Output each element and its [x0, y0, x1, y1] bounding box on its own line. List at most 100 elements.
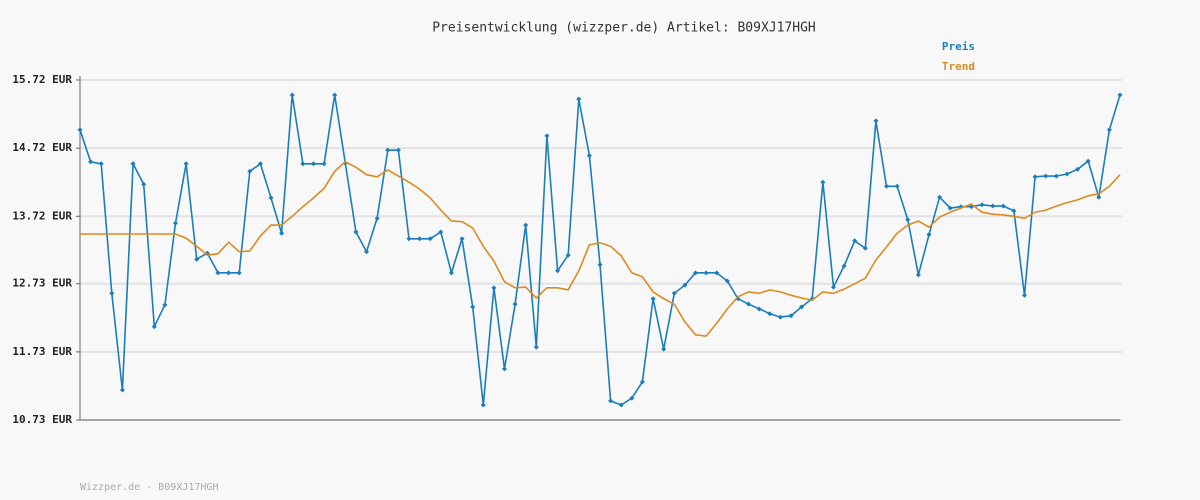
data-point — [905, 217, 911, 223]
data-point — [1000, 203, 1006, 209]
data-point — [332, 92, 338, 98]
y-tick-label: 10.73 EUR — [12, 413, 72, 426]
data-point — [247, 168, 253, 174]
data-point — [1117, 92, 1123, 98]
data-point — [1064, 171, 1070, 177]
data-point — [268, 195, 274, 201]
data-point — [119, 387, 125, 393]
data-point — [555, 268, 561, 274]
data-point — [862, 245, 868, 251]
data-point — [374, 215, 380, 221]
data-point — [714, 270, 720, 276]
data-point — [173, 220, 179, 226]
data-point — [873, 118, 879, 124]
data-point — [226, 270, 232, 276]
data-point — [194, 256, 200, 262]
legend-entry: Trend — [942, 60, 975, 73]
data-point — [215, 270, 221, 276]
data-point — [1096, 194, 1102, 200]
data-point — [353, 229, 359, 235]
data-point — [937, 194, 943, 200]
data-point — [650, 296, 656, 302]
data-point — [417, 236, 423, 242]
data-point — [777, 314, 783, 320]
series-line — [80, 160, 1121, 338]
data-point — [1085, 158, 1091, 164]
data-point — [1021, 292, 1027, 298]
data-point — [385, 147, 391, 153]
data-point — [109, 290, 115, 296]
data-point — [1011, 208, 1017, 214]
data-point — [576, 96, 582, 102]
data-point — [682, 282, 688, 288]
data-point — [1032, 174, 1038, 180]
data-point — [470, 304, 476, 310]
data-point — [544, 133, 550, 139]
data-point — [746, 301, 752, 307]
chart-title: Preisentwicklung (wizzper.de) Artikel: B… — [432, 21, 816, 36]
data-point — [151, 324, 157, 330]
data-point — [289, 92, 295, 98]
data-point — [448, 270, 454, 276]
data-point — [724, 278, 730, 284]
data-point — [406, 236, 412, 242]
data-point — [1106, 127, 1112, 133]
footer: Wizzper.de - B09XJ17HGH — [80, 482, 218, 493]
data-point — [565, 252, 571, 258]
y-tick-label: 15.72 EUR — [12, 73, 72, 86]
data-point — [799, 304, 805, 310]
data-point — [1075, 166, 1081, 172]
data-point — [767, 311, 773, 317]
data-point — [533, 344, 539, 350]
data-point — [1053, 173, 1059, 179]
data-point — [979, 202, 985, 208]
y-tick-label: 14.72 EUR — [12, 141, 72, 154]
data-point — [661, 346, 667, 352]
data-point — [639, 379, 645, 385]
data-point — [491, 285, 497, 291]
data-point — [98, 161, 104, 167]
data-point — [608, 398, 614, 404]
data-point — [512, 301, 518, 307]
data-point — [703, 270, 709, 276]
data-point — [257, 161, 263, 167]
data-point — [618, 402, 624, 408]
data-point — [671, 290, 677, 296]
legend-entry: Preis — [942, 40, 975, 53]
data-point — [88, 159, 94, 165]
data-point — [947, 205, 953, 211]
data-point — [279, 230, 285, 236]
data-point — [77, 127, 83, 133]
data-point — [141, 181, 147, 187]
data-point — [597, 262, 603, 268]
data-point — [830, 284, 836, 290]
data-point — [990, 203, 996, 209]
data-point — [364, 249, 370, 255]
data-point — [321, 161, 327, 167]
data-point — [693, 270, 699, 276]
data-point — [130, 161, 136, 167]
data-point — [884, 183, 890, 189]
data-point — [183, 161, 189, 167]
data-point — [395, 147, 401, 153]
data-point — [300, 161, 306, 167]
data-point — [820, 179, 826, 185]
data-point — [894, 183, 900, 189]
y-tick-label: 11.73 EUR — [12, 345, 72, 358]
data-point — [841, 263, 847, 269]
data-point — [236, 270, 242, 276]
data-point — [756, 306, 762, 312]
data-point — [788, 313, 794, 319]
data-point — [1043, 173, 1049, 179]
data-point — [852, 238, 858, 244]
data-point — [480, 402, 486, 408]
data-point — [915, 272, 921, 278]
data-point — [459, 236, 465, 242]
data-point — [586, 153, 592, 159]
data-point — [523, 222, 529, 228]
y-tick-label: 12.73 EUR — [12, 277, 72, 290]
data-point — [310, 161, 316, 167]
y-tick-label: 13.72 EUR — [12, 209, 72, 222]
